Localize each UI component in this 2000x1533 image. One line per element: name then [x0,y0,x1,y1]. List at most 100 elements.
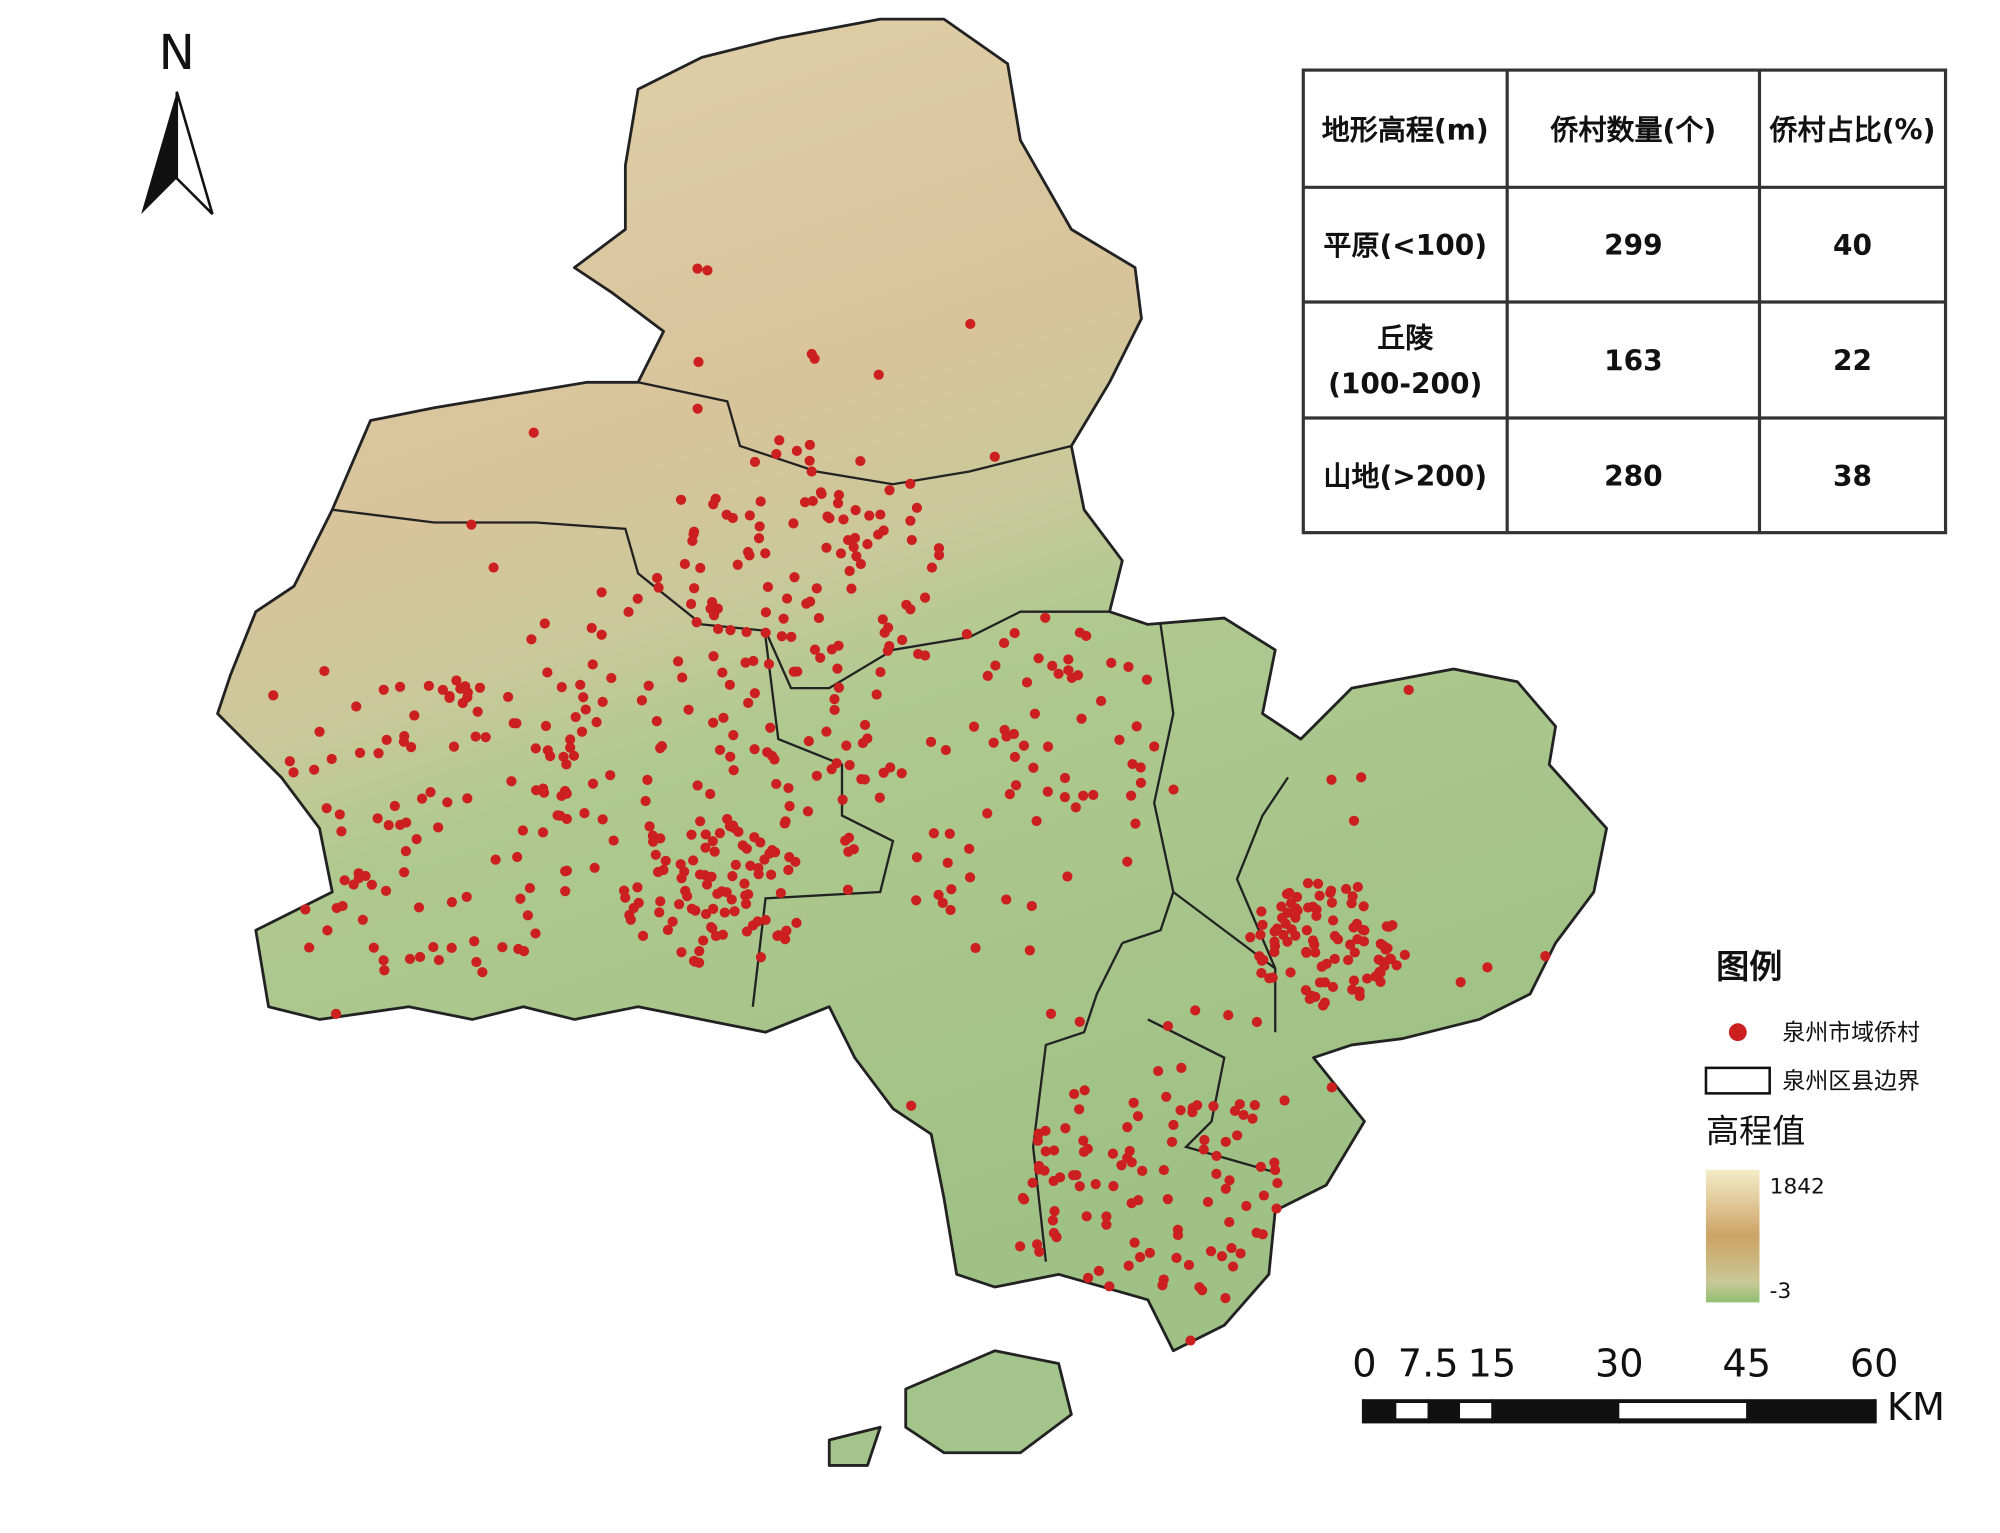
village-dot [982,808,993,819]
village-dot [1124,1145,1135,1157]
table-header: 侨村数量(个) [1549,113,1716,146]
village-dot [732,559,743,570]
village-dot [1104,1281,1115,1292]
village-dot [1310,947,1321,958]
village-dot [683,704,694,715]
village-dot [1042,741,1054,752]
village-dot [1190,1005,1201,1016]
table-cell: 280 [1604,460,1662,493]
village-dot [676,947,687,958]
village-dot [1348,975,1360,986]
village-dot [879,627,890,638]
village-dot [1247,1113,1258,1124]
village-dot [399,730,410,742]
village-dot [799,497,811,508]
village-dot [911,852,923,863]
village-dot [781,593,793,604]
village-dot [821,542,832,553]
village-dot [824,513,835,524]
village-dot [304,942,315,953]
village-dot [788,518,799,529]
village-dot [1033,1164,1045,1175]
village-dot [964,872,976,883]
village-dot [1326,897,1338,908]
village-dot [1122,1122,1133,1133]
village-dot [1309,939,1320,950]
village-dot [728,730,739,741]
village-dot [477,967,488,978]
village-dot [1282,936,1293,947]
village-dot [843,534,854,546]
village-dot [565,734,576,745]
village-dot [1074,1016,1085,1027]
village-dot [871,689,882,700]
village-dot [851,551,862,562]
village-dot [727,870,738,882]
table-cell: 22 [1833,345,1872,378]
village-dot [597,814,608,825]
village-dot [625,914,636,925]
village-dot [1122,856,1133,867]
village-dot [743,697,754,709]
village-dot [721,509,732,520]
village-dot [990,660,1001,671]
village-dot [560,787,571,798]
village-dot [691,617,702,628]
village-dot [1279,1095,1290,1106]
village-dot [1018,740,1030,751]
village-dot [1153,1065,1164,1077]
village-dot [815,652,826,663]
village-dot [961,629,972,640]
village-dot [1063,654,1074,665]
village-dot [792,666,803,677]
village-dot [673,656,684,667]
village-dot [998,637,1010,649]
village-dot [859,774,870,785]
village-dot [1127,758,1138,770]
table-cell: 山地(>200) [1323,460,1487,493]
village-dot [575,679,586,690]
village-dot [1009,751,1021,763]
village-dot [928,828,939,839]
village-dot [686,598,697,610]
village-dot [1482,962,1493,973]
village-dot [348,879,359,890]
village-dot [705,788,716,800]
village-dot [766,869,777,880]
village-dot [455,683,466,694]
village-dot [433,954,445,966]
village-dot [480,732,491,743]
village-dot [1009,627,1020,639]
village-dot [633,897,644,908]
village-dot [1208,1101,1219,1112]
village-dot [530,928,541,939]
village-dot [692,780,703,791]
village-dot [1078,790,1089,801]
village-dot [1251,1016,1262,1028]
village-dot [462,692,473,703]
village-dot [433,822,444,833]
village-dot [1241,1200,1252,1212]
village-dot [729,906,740,917]
village-dot [394,681,406,692]
village-dot [1042,786,1053,797]
village-dot [844,760,855,771]
village-dot [597,696,608,707]
village-dot [632,882,643,893]
village-dot [1301,925,1312,936]
village-dot [726,894,737,905]
village-dot [565,742,576,753]
village-dot [1540,951,1551,962]
village-dot [552,810,563,821]
village-dot [379,965,390,976]
village-dot [989,451,1000,462]
village-dot [688,855,699,866]
village-dot [576,726,588,737]
village-dot [1021,677,1033,688]
village-dot [762,581,774,593]
village-dot [404,953,416,965]
village-dot [875,509,886,520]
village-dot [1010,780,1022,791]
scale-label: 0 [1352,1343,1376,1387]
village-dot [1356,772,1367,783]
